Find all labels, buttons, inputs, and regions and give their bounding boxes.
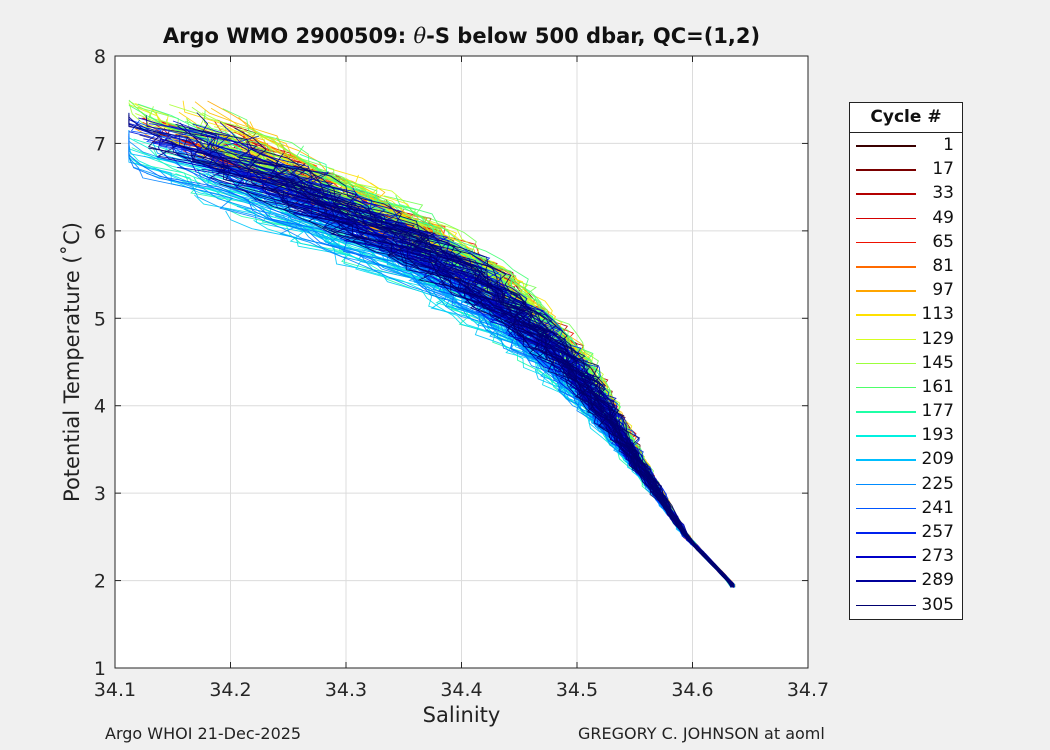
legend-label: 1 [943, 135, 954, 155]
legend-label: 65 [932, 231, 954, 252]
legend-label: 113 [921, 304, 954, 325]
legend-swatch [856, 362, 916, 365]
legend-swatch [856, 556, 916, 558]
legend-entry: 289 [850, 568, 962, 592]
legend-label: 129 [921, 328, 954, 349]
legend-swatch [856, 169, 916, 171]
x-tick-label: 34.4 [440, 679, 482, 701]
x-axis-label: Salinity [422, 703, 501, 727]
theta-symbol: θ [413, 24, 427, 48]
legend-swatch [856, 604, 916, 607]
legend-entry: 273 [850, 544, 962, 568]
tick-marks: 34.1 34.2 34.3 34.4 34.5 34.6 34.7 1 2 3 4 5 6 7 8 [94, 46, 829, 701]
legend-swatch [856, 435, 916, 437]
y-tick-label: 5 [94, 308, 106, 330]
y-tick-label: 4 [94, 396, 106, 418]
y-tick-label: 3 [94, 483, 106, 505]
y-tick-label: 2 [94, 571, 106, 593]
legend-swatch [856, 459, 916, 462]
y-tick-label: 6 [94, 221, 106, 243]
profile-line [234, 127, 735, 585]
profile-line [297, 177, 735, 587]
legend-label: 17 [932, 159, 954, 180]
chart-title-suffix: -S below 500 dbar, QC=(1,2) [426, 24, 761, 48]
legend-label: 241 [921, 497, 954, 518]
x-tick-label: 34.5 [556, 679, 598, 701]
profile-line [289, 174, 731, 584]
legend-label: 177 [921, 401, 954, 422]
legend-label: 289 [921, 570, 954, 591]
y-tick-label: 1 [94, 658, 106, 680]
legend-label: 193 [921, 425, 954, 446]
legend-swatch [856, 580, 916, 582]
x-tick-label: 34.3 [325, 679, 367, 701]
legend-entry: 305 [850, 593, 962, 617]
x-tick-label: 34.1 [94, 679, 136, 701]
y-axis-label: Potential Temperature (˚C) [60, 222, 84, 502]
profile-lines [128, 99, 736, 588]
legend-entry: 17 [850, 157, 962, 181]
legend-entry: 161 [850, 375, 962, 399]
footer-right: GREGORY C. JOHNSON at aoml [578, 724, 825, 743]
legend-swatch [856, 217, 916, 220]
legend-swatch [856, 338, 916, 341]
profile-line [250, 147, 735, 587]
legend-label: 257 [921, 522, 954, 542]
legend-swatch [856, 193, 916, 195]
legend-title: Cycle # [850, 103, 962, 133]
profile-line [215, 170, 731, 584]
y-tick-label: 7 [94, 133, 106, 155]
legend-swatch [856, 532, 916, 534]
profile-line [292, 165, 734, 586]
legend: Cycle # 1 17 33 49 65 81 97 113 129 145 161 177 193 2… [849, 102, 963, 620]
legend-label: 209 [921, 449, 954, 470]
legend-entry: 193 [850, 423, 962, 447]
legend-entry: 145 [850, 351, 962, 375]
legend-entry: 241 [850, 496, 962, 520]
legend-swatch [856, 265, 916, 268]
legend-rows: 1 17 33 49 65 81 97 113 129 145 161 177 193 209 225 241… [850, 133, 962, 617]
chart-title: Argo WMO 2900509: θ-S below 500 dbar, QC… [115, 24, 808, 48]
x-tick-label: 34.6 [671, 679, 713, 701]
legend-label: 49 [932, 207, 954, 228]
y-tick-label: 8 [94, 46, 106, 68]
legend-swatch [856, 241, 916, 244]
legend-label: 225 [921, 473, 954, 494]
legend-entry: 129 [850, 327, 962, 351]
legend-label: 97 [932, 280, 954, 301]
legend-entry: 257 [850, 520, 962, 544]
x-tick-label: 34.7 [787, 679, 829, 701]
legend-entry: 1 [850, 133, 962, 157]
legend-swatch [856, 411, 916, 413]
legend-label: 305 [921, 594, 954, 615]
legend-swatch [856, 145, 916, 147]
legend-entry: 33 [850, 181, 962, 205]
legend-entry: 81 [850, 254, 962, 278]
legend-swatch [856, 290, 916, 292]
legend-swatch [856, 314, 916, 316]
chart-title-prefix: Argo WMO 2900509: [162, 24, 414, 48]
legend-entry: 225 [850, 472, 962, 496]
legend-label: 33 [932, 183, 954, 204]
legend-swatch [856, 386, 916, 389]
profile-line [289, 163, 733, 587]
legend-label: 145 [921, 352, 954, 373]
legend-entry: 209 [850, 447, 962, 471]
legend-label: 161 [921, 376, 954, 397]
legend-entry: 49 [850, 206, 962, 230]
x-tick-label: 34.2 [209, 679, 251, 701]
legend-entry: 177 [850, 399, 962, 423]
legend-entry: 113 [850, 302, 962, 326]
legend-swatch [856, 483, 916, 486]
legend-label: 81 [932, 255, 954, 276]
legend-entry: 65 [850, 230, 962, 254]
legend-entry: 97 [850, 278, 962, 302]
footer-left: Argo WHOI 21-Dec-2025 [105, 724, 302, 743]
legend-swatch [856, 507, 916, 510]
legend-label: 273 [921, 546, 954, 567]
